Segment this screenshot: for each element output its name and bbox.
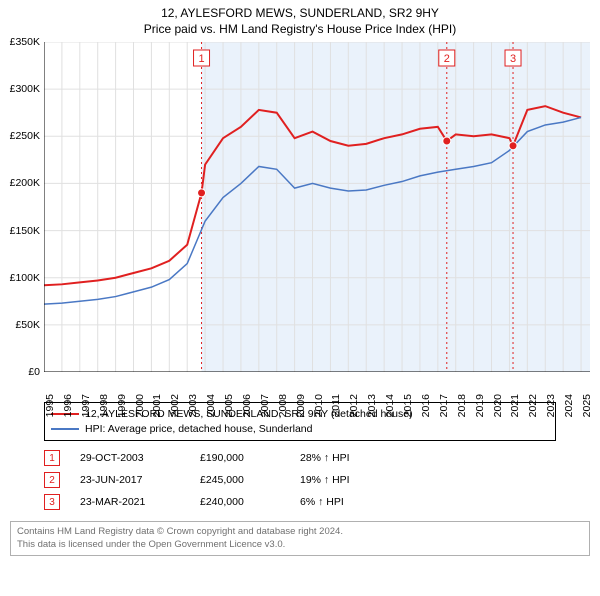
x-tick-label: 2004 [205,394,217,417]
y-tick-label: £250K [10,130,40,142]
event-date: 29-OCT-2003 [80,452,180,464]
event-date: 23-MAR-2021 [80,496,180,508]
x-tick-label: 2019 [474,394,486,417]
x-tick-label: 2013 [366,394,378,417]
x-tick-label: 2023 [545,394,557,417]
footer-line-1: Contains HM Land Registry data © Crown c… [17,526,583,538]
line-chart-svg: 1 2 3 [44,42,590,372]
x-tick-label: 2010 [313,394,325,417]
x-tick-label: 2005 [223,394,235,417]
chart-container: 12, AYLESFORD MEWS, SUNDERLAND, SR2 9HY … [0,6,600,596]
y-tick-label: £350K [10,36,40,48]
event-price: £245,000 [200,474,280,486]
x-tick-label: 2014 [384,394,396,417]
x-tick-label: 2017 [438,394,450,417]
x-tick-label: 2003 [187,394,199,417]
svg-text:2: 2 [444,53,450,65]
legend-item: HPI: Average price, detached house, Sund… [51,422,549,437]
x-tick-label: 2001 [151,394,163,417]
y-tick-label: £0 [28,366,40,378]
y-tick-label: £100K [10,272,40,284]
x-tick-label: 2011 [330,394,342,417]
y-tick-label: £50K [15,319,40,331]
x-tick-label: 2025 [581,394,593,417]
chart-area: 123 £0£50K£100K£150K£200K£250K£300K£350K… [44,42,590,392]
x-tick-label: 2018 [456,394,468,417]
x-tick-label: 2021 [509,394,521,417]
x-tick-label: 2008 [277,394,289,417]
y-tick-label: £200K [10,177,40,189]
x-tick-label: 1996 [62,394,74,417]
x-tick-label: 2002 [169,394,181,417]
event-row: 1 29-OCT-2003 £190,000 28% ↑ HPI [44,447,556,469]
x-tick-label: 2012 [348,394,360,417]
event-hpi: 19% ↑ HPI [300,474,400,486]
event-hpi: 6% ↑ HPI [300,496,400,508]
x-tick-label: 2022 [527,394,539,417]
y-tick-label: £300K [10,83,40,95]
chart-title: 12, AYLESFORD MEWS, SUNDERLAND, SR2 9HY [0,6,600,20]
x-tick-label: 1998 [98,394,110,417]
x-tick-label: 2016 [420,394,432,417]
x-tick-label: 2000 [134,394,146,417]
event-hpi: 28% ↑ HPI [300,452,400,464]
event-marker-box: 1 [44,450,60,466]
event-marker-box: 2 [44,472,60,488]
x-tick-label: 2007 [259,394,271,417]
svg-text:1: 1 [198,53,204,65]
footer-line-2: This data is licensed under the Open Gov… [17,539,583,551]
event-marker-box: 3 [44,494,60,510]
event-row: 3 23-MAR-2021 £240,000 6% ↑ HPI [44,491,556,513]
x-tick-label: 1999 [116,394,128,417]
events-table: 1 29-OCT-2003 £190,000 28% ↑ HPI 2 23-JUN-201… [44,447,556,513]
x-tick-label: 2024 [563,394,575,417]
x-tick-label: 1997 [80,394,92,417]
x-tick-label: 2015 [402,394,414,417]
legend-swatch [51,428,79,430]
x-tick-label: 2009 [295,394,307,417]
svg-text:3: 3 [510,53,516,65]
footer-attribution: Contains HM Land Registry data © Crown c… [10,521,590,556]
event-row: 2 23-JUN-2017 £245,000 19% ↑ HPI [44,469,556,491]
event-price: £240,000 [200,496,280,508]
event-date: 23-JUN-2017 [80,474,180,486]
x-tick-label: 1995 [44,394,56,417]
legend-label: HPI: Average price, detached house, Sund… [85,422,312,437]
event-price: £190,000 [200,452,280,464]
x-tick-label: 2006 [241,394,253,417]
y-tick-label: £150K [10,225,40,237]
chart-subtitle: Price paid vs. HM Land Registry's House … [0,22,600,36]
x-tick-label: 2020 [492,394,504,417]
